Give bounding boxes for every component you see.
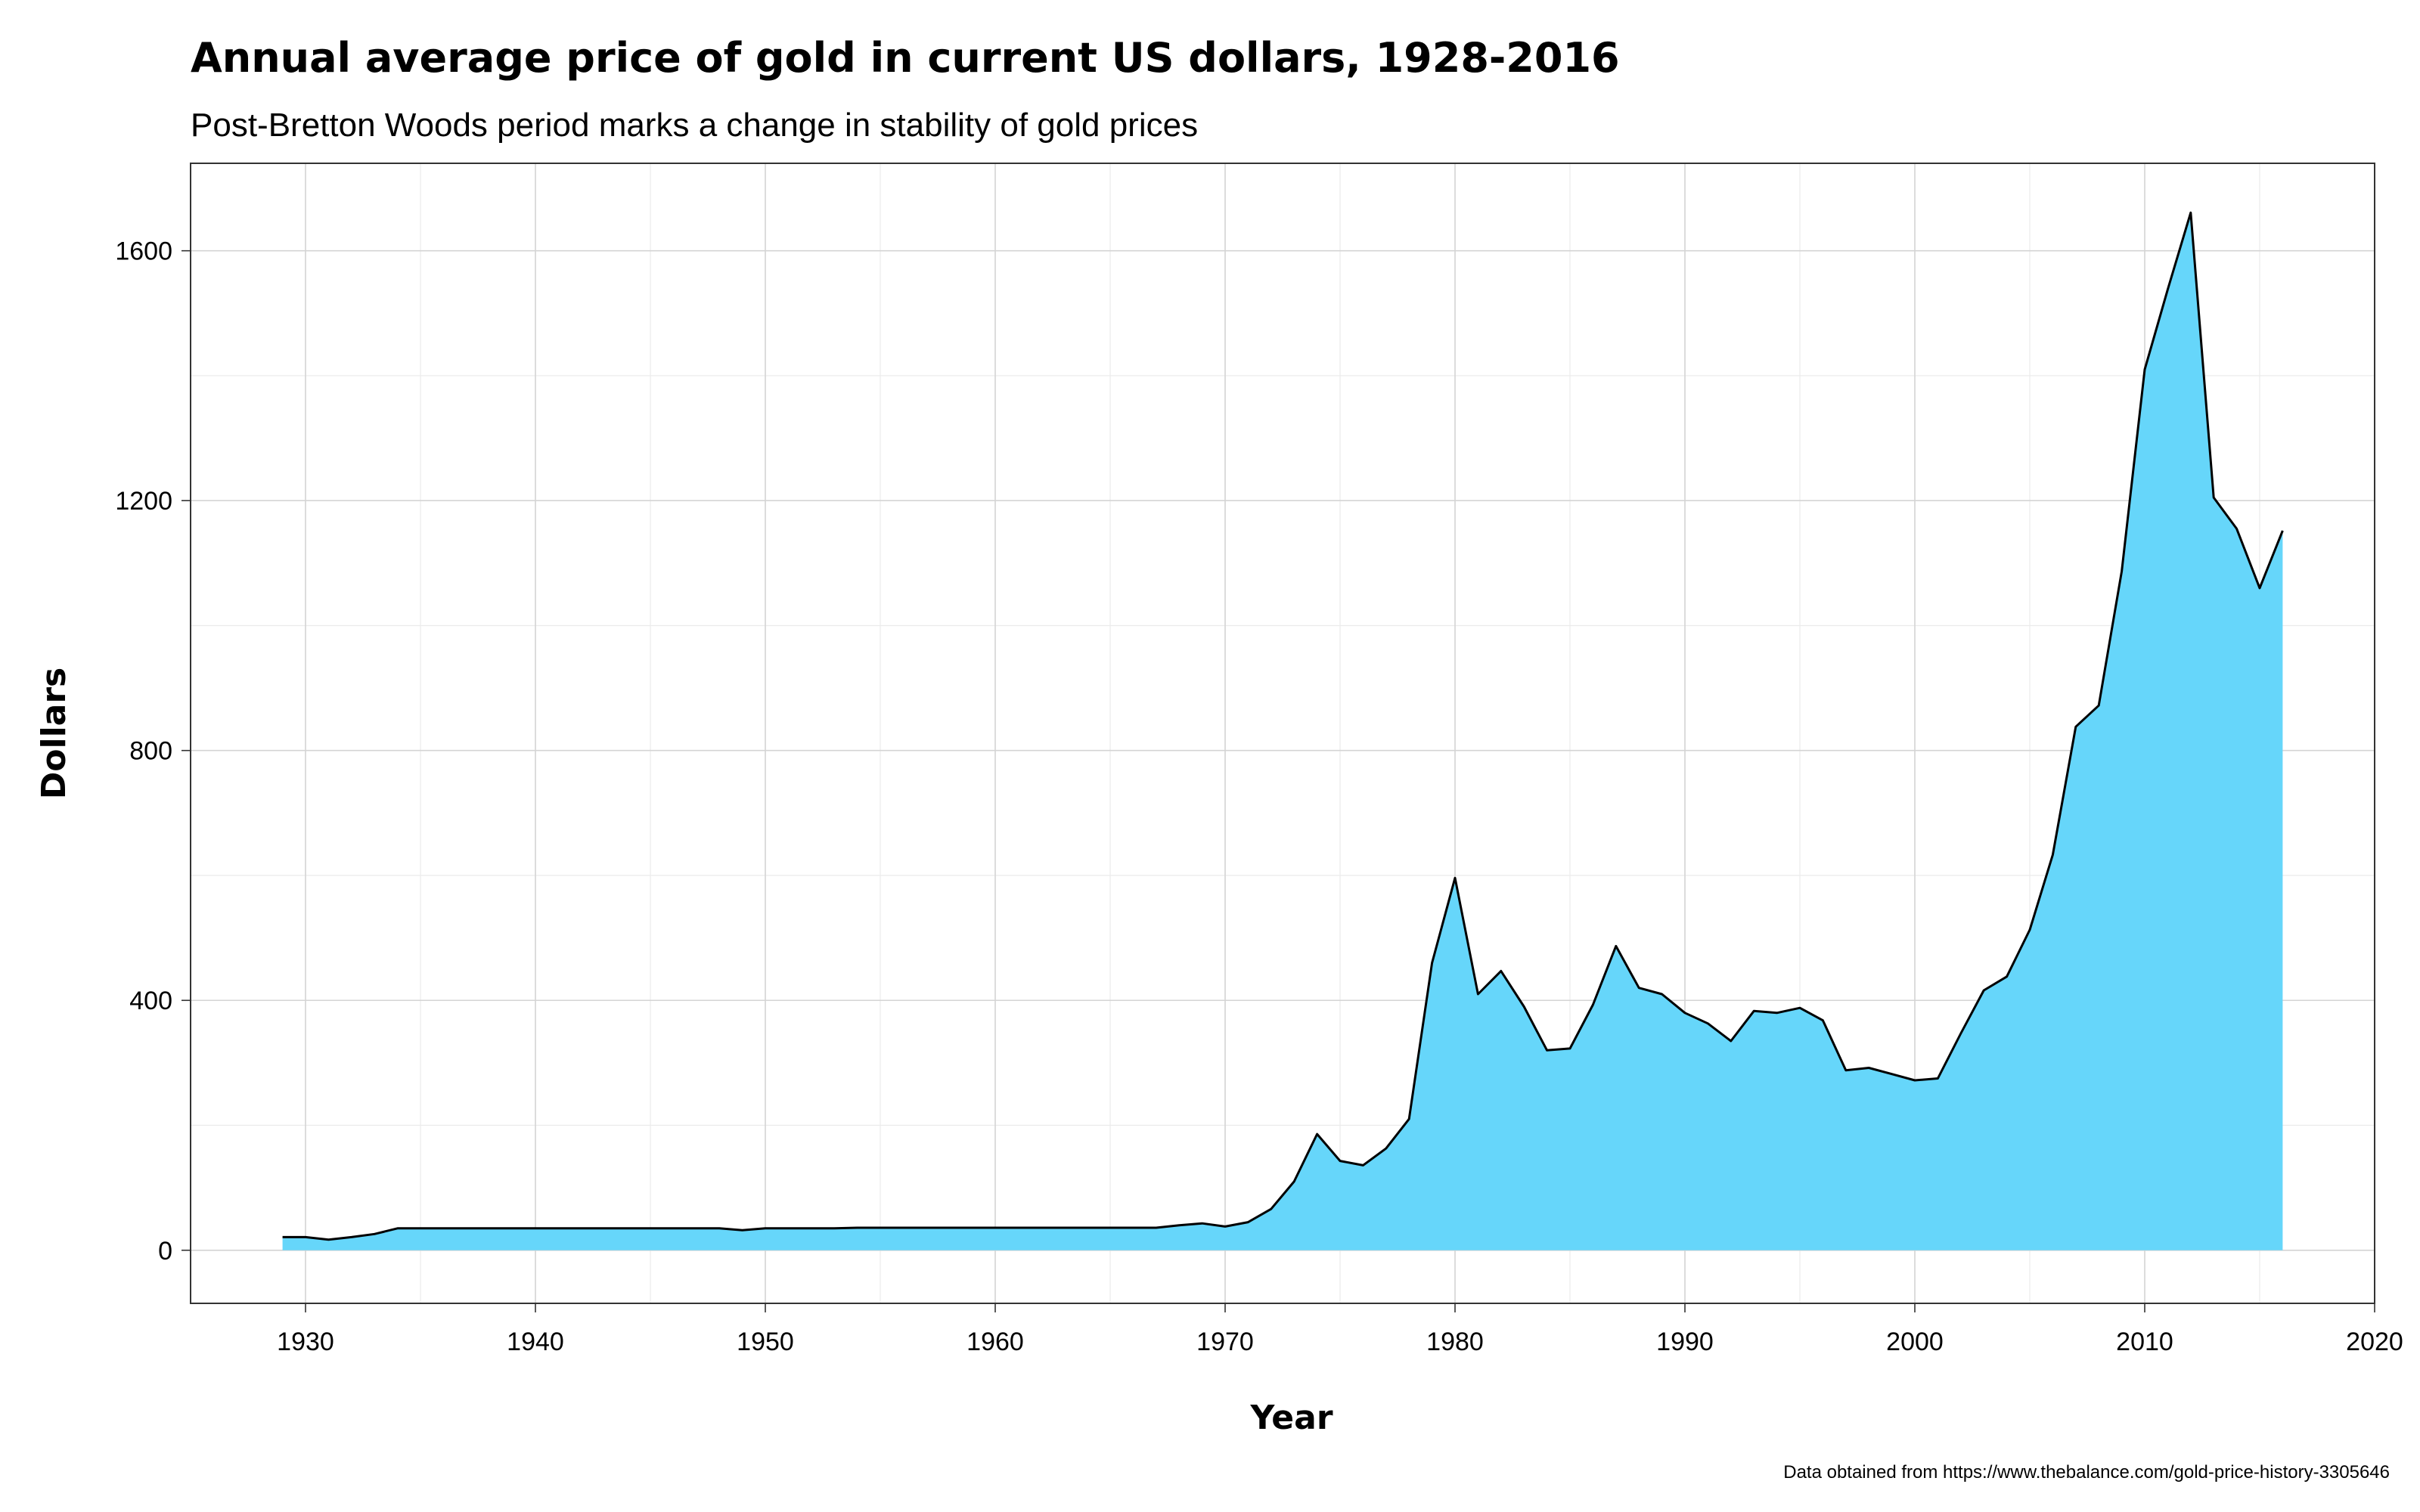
x-axis-title: Year xyxy=(1249,1399,1333,1437)
x-tick-label: 1950 xyxy=(737,1328,794,1356)
x-tick-label: 1970 xyxy=(1196,1328,1254,1356)
x-tick-label: 1960 xyxy=(966,1328,1024,1356)
x-tick-label: 1940 xyxy=(507,1328,564,1356)
x-tick-label: 1990 xyxy=(1656,1328,1714,1356)
y-tick-label: 1200 xyxy=(115,487,172,516)
y-axis-title: Dollars xyxy=(35,668,73,800)
y-axis-ticks: 0 400 800 1200 1600 xyxy=(115,237,191,1266)
chart-caption: Data obtained from https://www.thebalanc… xyxy=(1783,1462,2390,1483)
y-tick-label: 0 xyxy=(158,1237,172,1266)
x-tick-label: 2000 xyxy=(1886,1328,1944,1356)
data-area-layer xyxy=(282,211,2284,1250)
chart-subtitle: Post-Bretton Woods period marks a change… xyxy=(191,107,1198,144)
price-area xyxy=(282,212,2283,1250)
x-tick-label: 2010 xyxy=(2116,1328,2173,1356)
price-line xyxy=(282,211,2284,1241)
y-tick-label: 1600 xyxy=(115,237,172,266)
x-tick-label: 2020 xyxy=(2346,1328,2403,1356)
chart-title: Annual average price of gold in current … xyxy=(191,34,1620,82)
y-tick-label: 400 xyxy=(129,987,172,1015)
x-tick-label: 1980 xyxy=(1426,1328,1484,1356)
x-tick-label: 1930 xyxy=(277,1328,334,1356)
panel-border xyxy=(190,163,2375,1304)
y-tick-label: 800 xyxy=(129,737,172,766)
x-axis-ticks: 1930 1940 1950 1960 1970 1980 1990 2000 2010 2020 xyxy=(277,1303,2403,1356)
